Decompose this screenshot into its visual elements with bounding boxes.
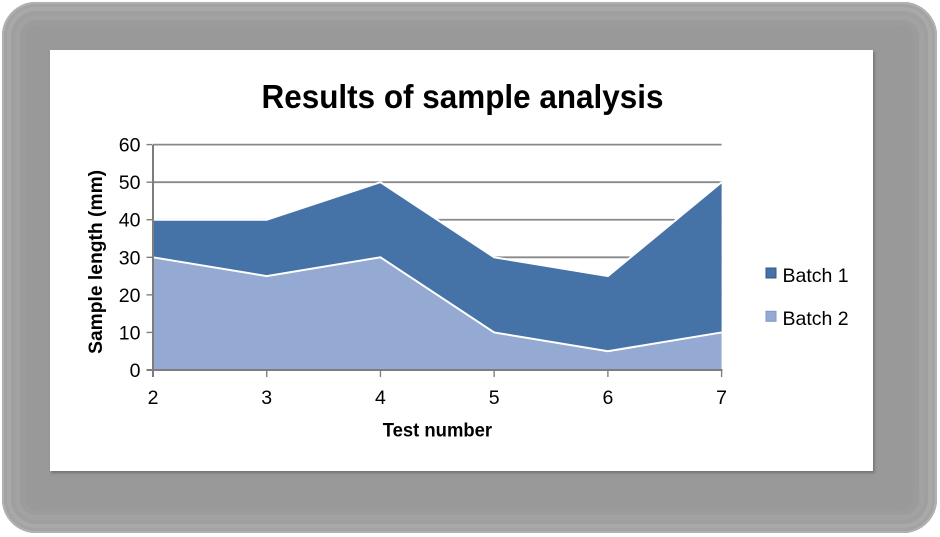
svg-text:6: 6 xyxy=(602,387,613,409)
svg-text:2: 2 xyxy=(148,387,159,409)
svg-text:10: 10 xyxy=(119,322,141,344)
svg-text:Batch 2: Batch 2 xyxy=(783,308,849,330)
svg-text:7: 7 xyxy=(716,387,727,409)
svg-text:30: 30 xyxy=(119,247,141,269)
svg-text:20: 20 xyxy=(119,285,141,307)
svg-text:Sample length (mm): Sample length (mm) xyxy=(85,170,107,354)
svg-text:Batch 1: Batch 1 xyxy=(783,265,849,287)
svg-text:Test number: Test number xyxy=(383,420,493,442)
svg-text:4: 4 xyxy=(375,387,386,409)
svg-text:0: 0 xyxy=(130,360,141,382)
svg-text:50: 50 xyxy=(119,172,141,194)
svg-text:40: 40 xyxy=(119,210,141,232)
svg-text:60: 60 xyxy=(119,135,141,157)
svg-text:3: 3 xyxy=(261,387,272,409)
svg-text:5: 5 xyxy=(489,387,500,409)
svg-text:Results of sample analysis: Results of sample analysis xyxy=(262,78,664,115)
